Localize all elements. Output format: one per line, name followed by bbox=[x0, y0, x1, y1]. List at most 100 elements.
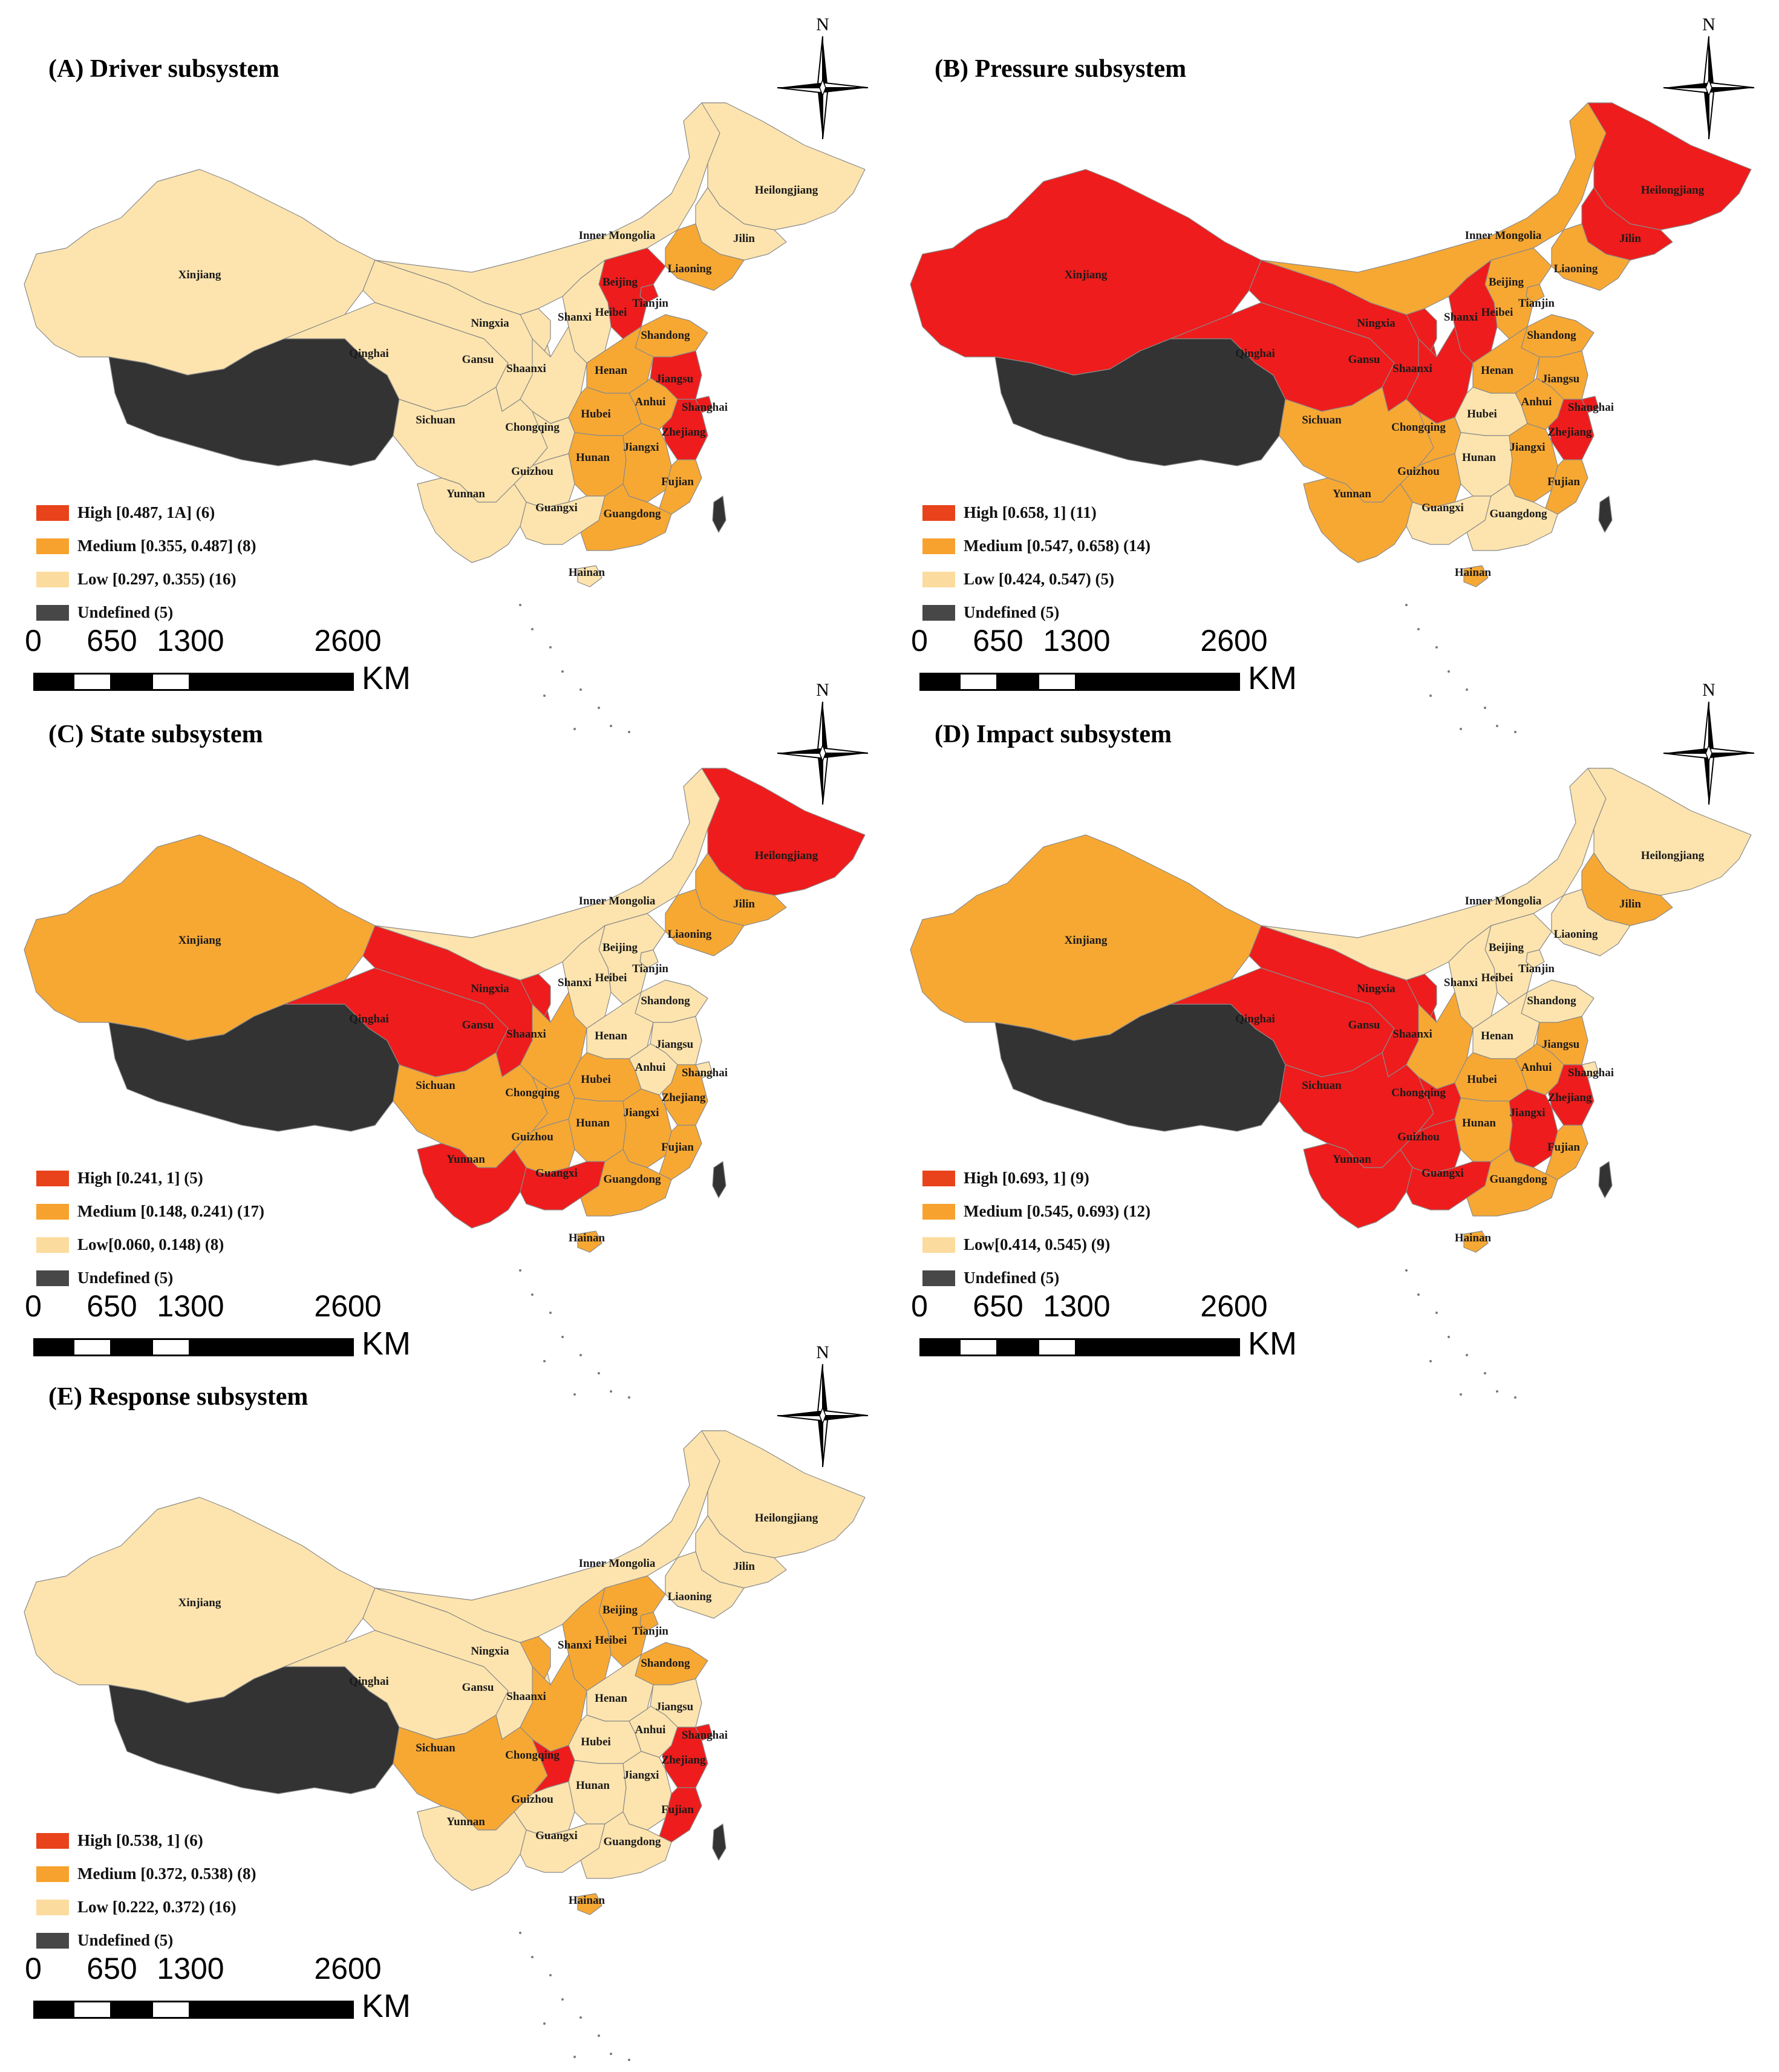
legend-label: High [0.693, 1] (9) bbox=[964, 1169, 1089, 1187]
south-china-sea-island bbox=[610, 2053, 612, 2055]
legend-item: Medium [0.547, 0.658) (14) bbox=[922, 529, 1151, 563]
china-map: Xinjiang Qinghai Gansu Ningxia Inner Mongoli… bbox=[24, 768, 866, 1399]
scale-tick-label: 650 bbox=[973, 624, 1023, 658]
legend-swatch bbox=[922, 505, 955, 521]
legend-swatch bbox=[36, 571, 69, 587]
legend-label: Low [0.297, 0.355) (16) bbox=[77, 570, 237, 588]
legend: High [0.538, 1] (6) Medium [0.372, 0.538)… bbox=[36, 1824, 256, 1957]
south-china-sea-island bbox=[543, 694, 546, 697]
province-label: Guizhou bbox=[1397, 1131, 1440, 1143]
province-label: Jiangsu bbox=[656, 1701, 694, 1713]
province-zhejiang bbox=[662, 1064, 708, 1126]
south-china-sea-island bbox=[561, 1336, 564, 1338]
province-label: Zhejiang bbox=[662, 426, 706, 439]
scale-segment bbox=[33, 673, 73, 691]
province-label: Heilongjiang bbox=[1641, 849, 1705, 862]
province-label: Anhui bbox=[635, 1724, 666, 1736]
province-label: Hainan bbox=[569, 1232, 606, 1244]
province-label: Shaanxi bbox=[506, 362, 546, 375]
province-guangdong bbox=[1466, 1149, 1558, 1217]
province-heilongjiang bbox=[701, 1430, 866, 1558]
province-yunnan bbox=[1303, 1143, 1413, 1229]
province-label: Guizhou bbox=[511, 465, 553, 478]
scale-bar bbox=[33, 2001, 354, 2019]
map-panel-2: Xinjiang Qinghai Gansu Ningxia Inner Mongoli… bbox=[0, 665, 871, 1399]
south-china-sea-island bbox=[610, 725, 612, 727]
legend-swatch bbox=[922, 1270, 955, 1286]
scale-segment bbox=[1077, 673, 1240, 691]
scale-tick-label: 2600 bbox=[1200, 624, 1268, 658]
province-label: Zhejiang bbox=[1548, 426, 1592, 439]
map-panel-0: Xinjiang Qinghai Gansu Ningxia Inner Mongoli… bbox=[0, 0, 871, 733]
scale-segment bbox=[191, 2001, 354, 2019]
province-label: Shanxi bbox=[1444, 976, 1478, 989]
province-label: Guangdong bbox=[1489, 1173, 1547, 1186]
province-label: Qinghai bbox=[1235, 1013, 1275, 1025]
province-hunan bbox=[1454, 1097, 1513, 1162]
north-arrow-icon: N bbox=[777, 15, 869, 139]
province-label: Fujian bbox=[661, 476, 694, 488]
province-label: Anhui bbox=[1521, 396, 1552, 408]
province-label: Jilin bbox=[1619, 232, 1641, 245]
legend-label: Medium [0.545, 0.693) (12) bbox=[964, 1202, 1151, 1220]
province-label: Beijing bbox=[1489, 276, 1524, 289]
province-hunan bbox=[568, 1760, 627, 1825]
south-china-sea-island bbox=[1417, 628, 1420, 630]
legend-swatch bbox=[922, 1237, 955, 1253]
province-label: Fujian bbox=[661, 1803, 694, 1816]
scale-tick-label: 0 bbox=[911, 1289, 928, 1323]
province-label: Heibei bbox=[595, 1634, 627, 1647]
province-label: Yunnan bbox=[446, 1815, 485, 1828]
legend-label: High [0.487, 1A] (6) bbox=[77, 503, 215, 521]
scale-segment bbox=[112, 1338, 151, 1356]
legend-item: Low [0.297, 0.355) (16) bbox=[36, 563, 256, 596]
south-china-sea-island bbox=[1514, 731, 1516, 733]
province-label: Fujian bbox=[1547, 1141, 1580, 1154]
province-label: Shanxi bbox=[1444, 311, 1478, 324]
scale-tick-label: 2600 bbox=[1200, 1289, 1268, 1323]
legend-label: Low[0.060, 0.148) (8) bbox=[77, 1235, 224, 1253]
province-label: Sichuan bbox=[1302, 414, 1342, 426]
province-label: Liaoning bbox=[668, 1590, 712, 1603]
province-label: Liaoning bbox=[1554, 928, 1598, 941]
province-heilongjiang bbox=[1587, 768, 1752, 896]
province-label: Hainan bbox=[1455, 1232, 1492, 1244]
scale-segment bbox=[151, 673, 191, 691]
map-panel-1: Xinjiang Qinghai Gansu Ningxia Inner Mongoli… bbox=[886, 0, 1757, 733]
china-map: Xinjiang Qinghai Gansu Ningxia Inner Mongoli… bbox=[910, 768, 1752, 1399]
scale-segment bbox=[1037, 673, 1077, 691]
province-heilongjiang bbox=[701, 768, 866, 896]
province-label: Fujian bbox=[661, 1141, 694, 1154]
province-hainan bbox=[1463, 565, 1489, 587]
legend: High [0.658, 1] (11) Medium [0.547, 0.658… bbox=[922, 496, 1151, 629]
province-label: Beijing bbox=[602, 276, 638, 289]
province-label: Henan bbox=[595, 1692, 627, 1705]
province-label: Jiangxi bbox=[1509, 441, 1545, 454]
province-label: Guangxi bbox=[1422, 502, 1464, 514]
province-label: Tianjin bbox=[632, 297, 668, 310]
map-panel-3: Xinjiang Qinghai Gansu Ningxia Inner Mongoli… bbox=[886, 665, 1757, 1399]
province-label: Sichuan bbox=[416, 1742, 455, 1754]
south-china-sea-island bbox=[531, 1956, 534, 1958]
province-label: Guizhou bbox=[1397, 465, 1440, 478]
scale-bar-labels: 0 650 1300 2600 bbox=[910, 1289, 1273, 1325]
province-label: Jilin bbox=[733, 1560, 755, 1573]
province-label: Chongqing bbox=[505, 421, 560, 434]
scale-segment bbox=[998, 1338, 1037, 1356]
province-label: Anhui bbox=[635, 396, 666, 408]
south-china-sea-island bbox=[1405, 1269, 1408, 1272]
province-hainan bbox=[577, 1230, 602, 1253]
legend-swatch bbox=[36, 1932, 69, 1949]
province-hunan bbox=[1454, 432, 1513, 497]
province-label: Ningxia bbox=[1357, 317, 1395, 330]
province-label: Henan bbox=[1481, 364, 1513, 377]
scale-segment bbox=[1037, 1338, 1077, 1356]
province-label: Gansu bbox=[462, 353, 494, 366]
province-label: Shanxi bbox=[558, 1639, 592, 1652]
scale-segment bbox=[919, 673, 959, 691]
province-label: Hainan bbox=[569, 1894, 606, 1907]
legend-label: Medium [0.148, 0.241) (17) bbox=[77, 1202, 264, 1220]
province-label: Xinjiang bbox=[178, 269, 221, 281]
province-label: Heilongjiang bbox=[755, 849, 818, 862]
legend-label: Low[0.414, 0.545) (9) bbox=[964, 1235, 1111, 1253]
